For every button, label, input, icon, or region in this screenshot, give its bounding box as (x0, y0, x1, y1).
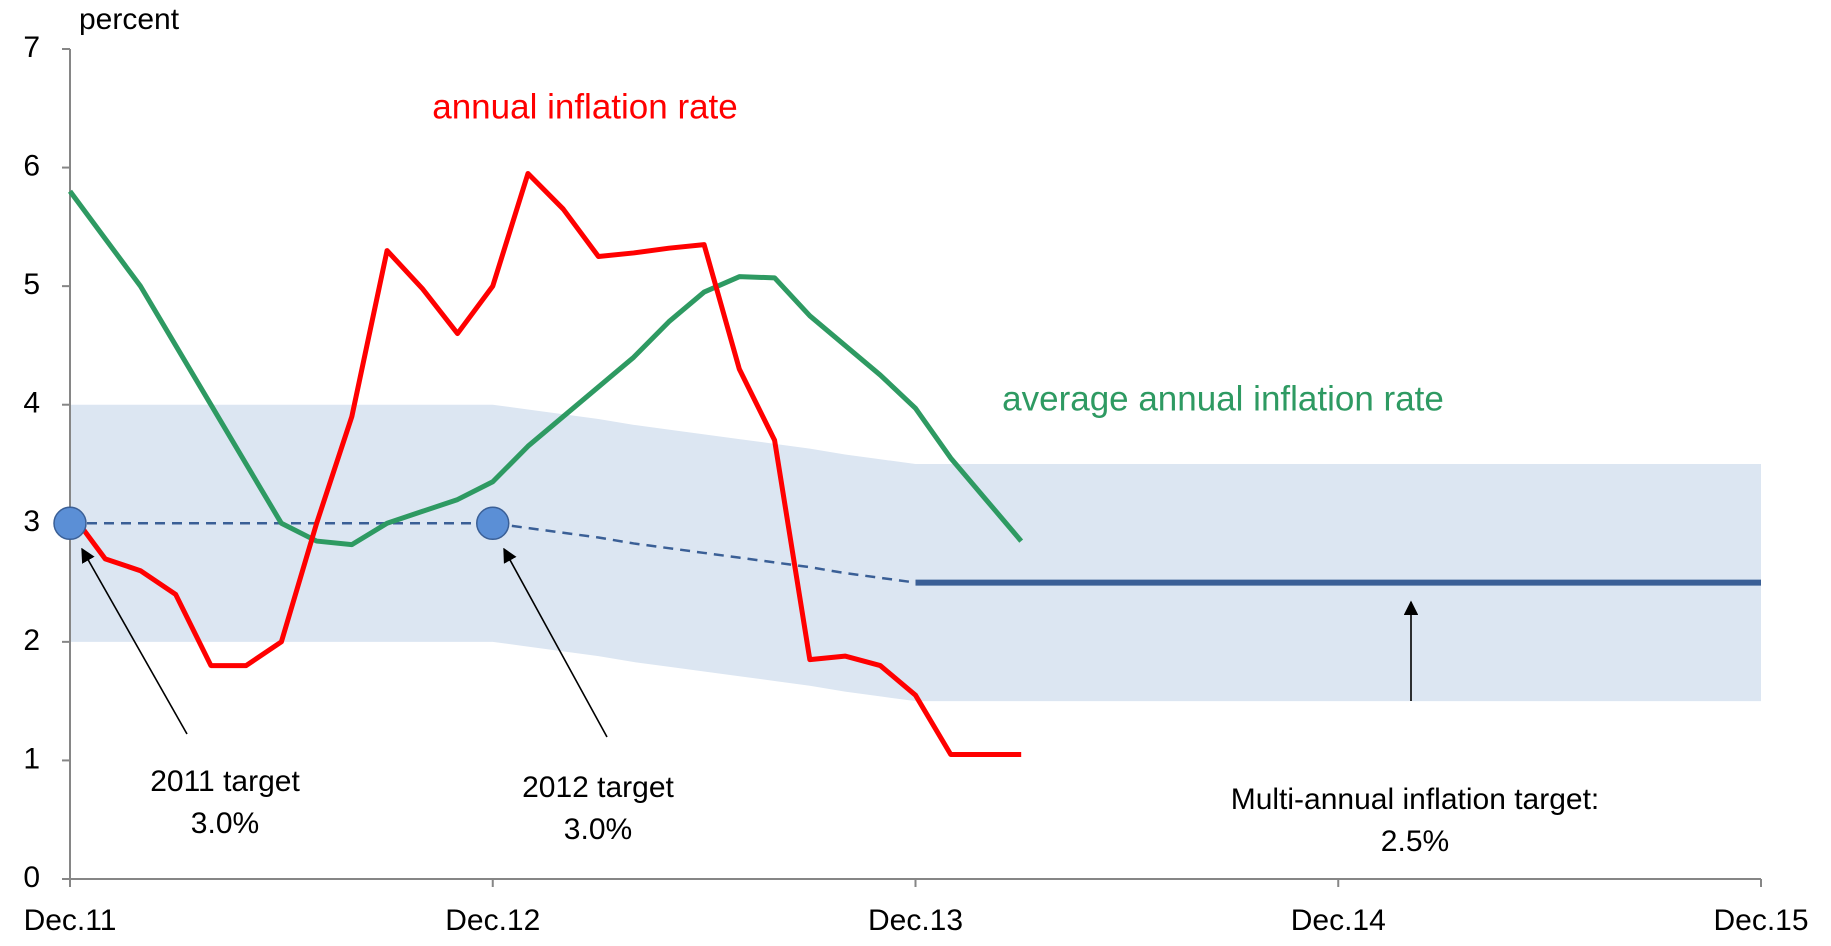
y-tick-label: 5 (23, 268, 40, 301)
annotation-label: 2011 target (150, 765, 300, 798)
annotation-value: 3.0% (191, 807, 259, 840)
annotation-label: 2012 target (522, 771, 674, 804)
x-tick-label: Dec.11 (24, 904, 117, 937)
x-tick-label: Dec.13 (868, 904, 963, 937)
y-axis-label: percent (79, 3, 180, 36)
annotation-arrow (81, 547, 188, 735)
annotation-value: 3.0% (564, 813, 632, 846)
annotation-label: Multi-annual inflation target: (1231, 783, 1600, 816)
x-tick-label: Dec.15 (1713, 904, 1808, 937)
y-tick-label: 1 (23, 742, 40, 775)
x-tick-label: Dec.12 (445, 904, 540, 937)
y-tick-label: 3 (23, 505, 40, 538)
annotation-value: 2.5% (1381, 825, 1449, 858)
y-tick-label: 0 (23, 861, 40, 894)
target-band (70, 404, 1761, 702)
target-marker (476, 506, 510, 541)
series-line (70, 522, 916, 584)
series-line (67, 171, 1022, 757)
y-tick-label: 4 (23, 387, 40, 420)
annotation-arrow (503, 547, 608, 738)
series-line (67, 189, 1024, 548)
y-tick-label: 7 (23, 31, 40, 64)
series-label: annual inflation rate (432, 87, 738, 126)
x-tick-label: Dec.14 (1291, 904, 1386, 937)
target-marker (53, 506, 87, 541)
y-tick-label: 2 (23, 624, 40, 657)
y-tick-label: 6 (23, 149, 40, 182)
series-label: average annual inflation rate (1002, 379, 1444, 418)
